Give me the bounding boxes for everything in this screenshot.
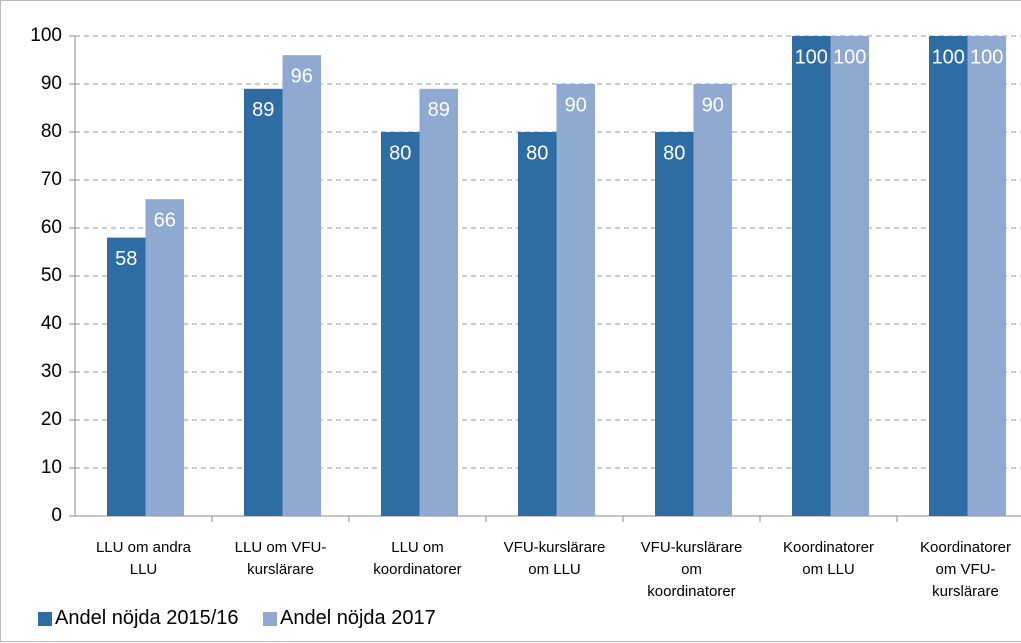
data-label: 80 — [663, 142, 685, 164]
bar — [556, 84, 595, 516]
y-tick-label: 100 — [30, 25, 62, 46]
bar — [929, 36, 968, 516]
bar — [145, 199, 184, 516]
data-label: 100 — [970, 46, 1003, 68]
data-label: 96 — [291, 65, 313, 87]
legend-swatch — [38, 612, 52, 626]
y-tick-label: 70 — [41, 169, 62, 190]
y-tick-label: 90 — [41, 73, 62, 94]
y-tick-label: 50 — [41, 265, 62, 286]
x-tick-label: VFU-kurslärare om LLU — [503, 539, 606, 578]
data-label: 90 — [565, 94, 587, 116]
data-label: 80 — [526, 142, 548, 164]
x-tick-label: LLU om koordinatorer — [373, 539, 462, 578]
y-tick-label: 30 — [41, 361, 62, 382]
data-label: 66 — [154, 209, 176, 231]
x-tick-label: VFU-kurslärare om koordinatorer — [640, 539, 743, 600]
legend-swatch — [263, 612, 277, 626]
y-tick-label: 20 — [41, 409, 62, 430]
legend-label: Andel nöjda 2015/16 — [55, 607, 239, 629]
data-label: 80 — [389, 142, 411, 164]
data-label: 100 — [795, 46, 828, 68]
y-tick-label: 0 — [51, 505, 62, 526]
x-tick-label: Koordinatorer om VFU- kurslärare — [920, 539, 1011, 600]
bar — [830, 36, 869, 516]
bar — [693, 84, 732, 516]
y-tick-label: 10 — [41, 457, 62, 478]
data-label: 90 — [702, 94, 724, 116]
bar — [655, 132, 694, 516]
y-tick-label: 60 — [41, 217, 62, 238]
bar — [792, 36, 831, 516]
data-label: 89 — [252, 99, 274, 121]
data-label: 89 — [428, 99, 450, 121]
bar — [107, 237, 146, 516]
data-label: 58 — [115, 248, 137, 270]
data-label: 100 — [833, 46, 866, 68]
bar — [381, 132, 420, 516]
bar — [518, 132, 557, 516]
bar — [244, 88, 283, 517]
y-tick-label: 80 — [41, 121, 62, 142]
y-tick-label: 40 — [41, 313, 62, 334]
bar — [419, 88, 458, 517]
legend-label: Andel nöjda 2017 — [280, 607, 436, 629]
data-label: 100 — [932, 46, 965, 68]
x-tick-label: Koordinatorer om LLU — [783, 539, 874, 578]
bar — [967, 36, 1006, 516]
x-tick-label: LLU om andra LLU — [95, 539, 192, 578]
bar — [282, 55, 321, 516]
x-tick-label: LLU om VFU- kurslärare — [234, 539, 327, 578]
